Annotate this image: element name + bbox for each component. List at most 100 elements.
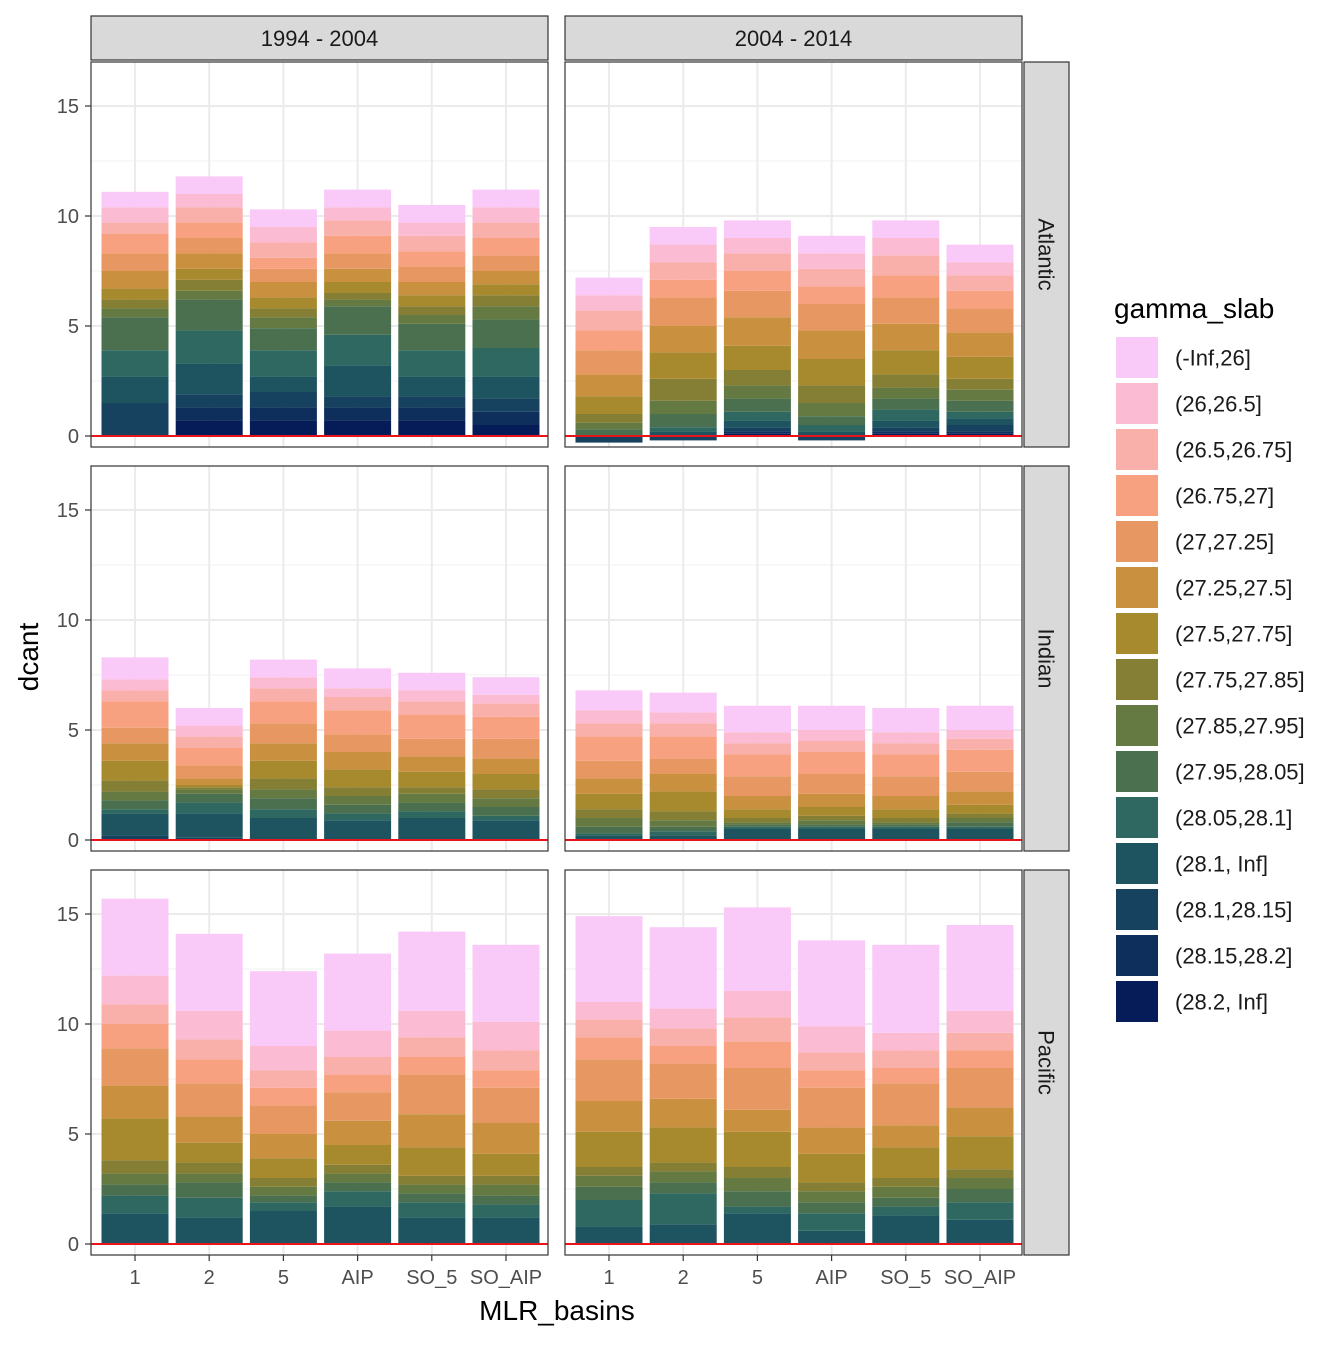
legend-label: (26.5,26.75] xyxy=(1175,438,1292,463)
bar-segment xyxy=(872,1125,940,1148)
bar-segment xyxy=(398,407,466,421)
bar-segment xyxy=(946,262,1014,276)
bar-segment xyxy=(101,308,169,318)
bar-segment xyxy=(472,189,540,208)
legend-label: (27.85,27.95] xyxy=(1175,714,1305,739)
panels-layer: 1994 - 2004 2004 - 2014 Atlantic Indian Paci… xyxy=(90,15,1070,1256)
panel-Pacific-0 xyxy=(90,869,549,1256)
bar-segment xyxy=(175,407,243,421)
bar-segment xyxy=(324,796,392,805)
bar-segment xyxy=(324,1030,392,1057)
bar-segment xyxy=(249,1211,317,1244)
bar-segment xyxy=(575,736,643,761)
bar-segment xyxy=(872,829,940,840)
bar-segment xyxy=(649,1046,717,1064)
bar-segment xyxy=(723,385,791,399)
bar-segment xyxy=(101,1195,169,1214)
bar-segment xyxy=(649,436,717,441)
bar-segment xyxy=(398,771,466,788)
bar-segment xyxy=(472,207,540,223)
legend-key xyxy=(1116,659,1158,700)
bar-segment xyxy=(249,798,317,810)
bar-segment xyxy=(101,690,169,702)
bar-segment xyxy=(175,394,243,408)
bar-segment xyxy=(723,818,791,823)
bar-segment xyxy=(575,1200,643,1227)
bar-segment xyxy=(472,798,540,807)
bar-segment xyxy=(575,429,643,436)
bar-segment xyxy=(324,1164,392,1174)
row-strip-label-2: Pacific xyxy=(1034,1030,1059,1095)
bar-segment xyxy=(472,820,540,840)
bar-segment xyxy=(249,227,317,243)
y-tick-label: 0 xyxy=(68,1234,79,1256)
bar-segment xyxy=(398,205,466,223)
bar-segment xyxy=(872,323,940,351)
bar-segment xyxy=(324,1191,392,1207)
bar-segment xyxy=(324,769,392,788)
bar-segment xyxy=(723,1131,791,1167)
legend-label: (27,27.25] xyxy=(1175,530,1274,555)
bar-segment xyxy=(249,789,317,799)
x-tick-label: SO_5 xyxy=(880,1267,931,1289)
bar-segment xyxy=(472,1087,540,1123)
bar-segment xyxy=(872,275,940,298)
bar-segment xyxy=(649,262,717,280)
bar-segment xyxy=(946,1010,1014,1033)
bar-segment xyxy=(101,727,169,744)
bar-segment xyxy=(249,723,317,744)
bar-segment xyxy=(946,1068,1014,1108)
bar-segment xyxy=(872,420,940,428)
bar-segment xyxy=(324,207,392,221)
row-strip-label-0: Atlantic xyxy=(1034,218,1059,290)
bar-segment xyxy=(649,244,717,263)
bar-segment xyxy=(798,705,866,730)
bar-segment xyxy=(175,1182,243,1198)
bar-segment xyxy=(398,350,466,377)
bar-segment xyxy=(398,756,466,772)
bar-segment xyxy=(946,431,1014,434)
bar-segment xyxy=(798,730,866,741)
bar-segment xyxy=(946,400,1014,412)
bar-segment xyxy=(946,290,1014,309)
bar-segment xyxy=(723,1109,791,1132)
bar-segment xyxy=(472,319,540,348)
bar-segment xyxy=(723,431,791,434)
bar-segment xyxy=(324,813,392,821)
bar-segment xyxy=(101,1118,169,1161)
bar-segment xyxy=(798,774,866,794)
bar-segment xyxy=(872,822,940,825)
bar-segment xyxy=(649,831,717,836)
bar-segment xyxy=(872,409,940,421)
bar-segment xyxy=(101,288,169,300)
bar-segment xyxy=(324,293,392,300)
bar-segment xyxy=(472,677,540,695)
bar-segment xyxy=(398,1202,466,1218)
legend-key xyxy=(1116,843,1158,884)
bar-segment xyxy=(946,1050,1014,1068)
bar-segment xyxy=(398,1175,466,1185)
legend-key xyxy=(1116,429,1158,470)
bar-segment xyxy=(798,431,866,436)
bar-segment xyxy=(946,1202,1014,1220)
bar-segment xyxy=(946,433,1014,436)
bar-segment xyxy=(575,690,643,711)
bar-segment xyxy=(175,222,243,238)
bar-segment xyxy=(324,235,392,254)
bar-segment xyxy=(798,1153,866,1183)
bar-segment xyxy=(723,809,791,818)
bar-segment xyxy=(798,1026,866,1053)
bar-segment xyxy=(175,290,243,300)
bar-segment xyxy=(175,1059,243,1084)
bar-segment xyxy=(472,284,540,296)
legend-key xyxy=(1116,521,1158,562)
bar-segment xyxy=(249,743,317,761)
bar-segment xyxy=(249,392,317,408)
bar-segment xyxy=(723,754,791,777)
bar-segment xyxy=(472,789,540,799)
bar-segment xyxy=(398,714,466,739)
col-strip-0 xyxy=(90,15,549,61)
panel-border xyxy=(564,61,1023,448)
bar-segment xyxy=(398,1193,466,1203)
